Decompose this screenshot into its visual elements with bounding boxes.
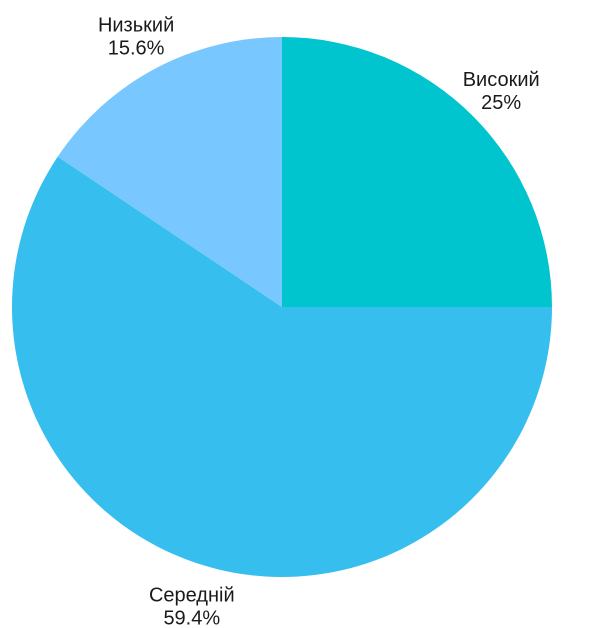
slice-label-0: Високий bbox=[463, 69, 540, 91]
slice-percent-1: 59.4% bbox=[163, 608, 220, 628]
pie-slice-1 bbox=[11, 156, 553, 577]
slice-label-1: Середній bbox=[149, 585, 235, 607]
slice-label-2: Низький bbox=[98, 15, 174, 37]
pie-slice-0 bbox=[282, 37, 552, 307]
slices-layer bbox=[11, 37, 553, 577]
slice-percent-2: 15.6% bbox=[108, 38, 165, 60]
slice-percent-0: 25% bbox=[481, 92, 521, 114]
pie-slice-2 bbox=[57, 37, 282, 307]
